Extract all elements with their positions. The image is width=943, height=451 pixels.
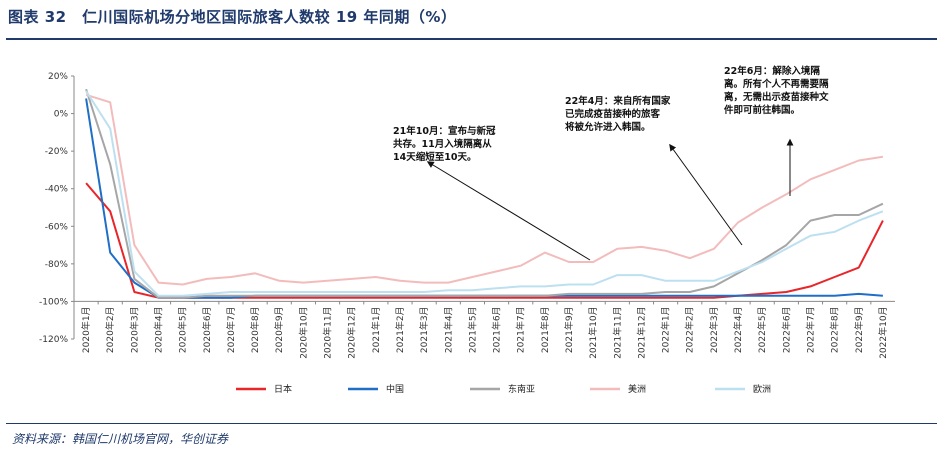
annotation-arrow	[669, 143, 743, 246]
x-tick-label: 2020年9月	[273, 306, 285, 353]
series-line-美洲	[85, 93, 884, 286]
x-tick-label: 2020年1月	[80, 306, 92, 353]
x-tick-label: 2020年4月	[153, 306, 165, 353]
x-tick-label: 2020年2月	[104, 306, 116, 353]
series-line-欧洲	[85, 90, 884, 297]
x-tick-label: 2022年4月	[732, 306, 744, 353]
x-tick-label: 2022年3月	[708, 306, 720, 353]
annotation-text: 将被允许进入韩国。	[565, 121, 651, 133]
series-line-东南亚	[85, 88, 884, 299]
x-tick-label: 2020年7月	[225, 306, 237, 353]
legend-label: 美洲	[628, 383, 646, 395]
x-tick-label: 2021年7月	[515, 306, 527, 353]
x-tick-label: 2020年12月	[346, 306, 358, 358]
x-tick-label: 2021年1月	[370, 306, 382, 353]
y-tick-label: 0%	[54, 110, 69, 120]
x-tick-label: 2022年7月	[804, 306, 816, 353]
x-tick-label: 2020年5月	[177, 306, 189, 353]
source-note: 资料来源：韩国仁川机场官网，华创证券	[12, 432, 229, 446]
y-tick-label: -20%	[45, 147, 69, 157]
title-divider	[6, 38, 937, 40]
x-tick-label: 2022年10月	[877, 306, 889, 358]
annotation: 22年6月：解除入境隔离。所有个人不再需要隔离，无需出示疫苗接种文件即可前往韩国…	[724, 65, 829, 196]
y-tick-label: -80%	[45, 260, 69, 270]
x-tick-label: 2021年2月	[394, 306, 406, 353]
x-tick-label: 2021年11月	[611, 306, 623, 358]
annotation-text: 22年6月：解除入境隔	[724, 65, 820, 77]
x-tick-label: 2022年8月	[829, 306, 841, 353]
annotation-text: 共存。11月入境隔离从	[393, 138, 492, 150]
legend-label: 东南亚	[508, 383, 535, 395]
annotation-text: 离。所有个人不再需要隔	[724, 78, 829, 90]
x-tick-label: 2021年8月	[539, 306, 551, 353]
annotation-text: 件即可前往韩国。	[724, 104, 800, 116]
legend-label: 欧洲	[753, 383, 771, 395]
x-tick-label: 2022年9月	[853, 306, 865, 353]
y-tick-label: -120%	[39, 335, 68, 345]
x-tick-label: 2021年6月	[491, 306, 503, 353]
y-tick-label: -100%	[39, 297, 68, 307]
annotation-text: 22年4月：来自所有国家	[565, 95, 671, 107]
x-tick-label: 2020年6月	[201, 306, 213, 353]
annotation-text: 21年10月：宣布与新冠	[393, 125, 496, 137]
annotation-text: 离，无需出示疫苗接种文	[724, 91, 829, 103]
x-tick-label: 2021年12月	[635, 306, 647, 358]
y-tick-label: -60%	[45, 222, 69, 232]
x-tick-label: 2021年5月	[466, 306, 478, 353]
x-tick-label: 2022年6月	[780, 306, 792, 353]
y-tick-label: -40%	[45, 185, 69, 195]
annotation-arrow	[426, 161, 591, 261]
legend-label: 中国	[386, 383, 404, 395]
x-tick-label: 2021年9月	[563, 306, 575, 353]
chart-title: 图表 32 仁川国际机场分地区国际旅客人数较 19 年同期（%）	[8, 8, 457, 26]
series-line-日本	[85, 182, 884, 299]
x-tick-label: 2022年2月	[684, 306, 696, 353]
x-tick-label: 2020年11月	[322, 306, 334, 358]
x-tick-label: 2021年4月	[442, 306, 454, 353]
footer-divider	[6, 423, 937, 424]
x-tick-label: 2020年3月	[128, 306, 140, 353]
legend-label: 日本	[274, 383, 292, 395]
x-tick-label: 2020年10月	[297, 306, 309, 358]
x-tick-label: 2021年10月	[587, 306, 599, 358]
x-tick-label: 2020年8月	[249, 306, 261, 353]
x-tick-label: 2021年3月	[418, 306, 430, 353]
annotation-text: 14天缩短至10天。	[393, 151, 476, 163]
x-tick-label: 2022年1月	[660, 306, 672, 353]
x-tick-label: 2022年5月	[756, 306, 768, 353]
y-tick-label: 20%	[48, 72, 68, 82]
annotation-text: 已完成疫苗接种的旅客	[565, 108, 661, 120]
